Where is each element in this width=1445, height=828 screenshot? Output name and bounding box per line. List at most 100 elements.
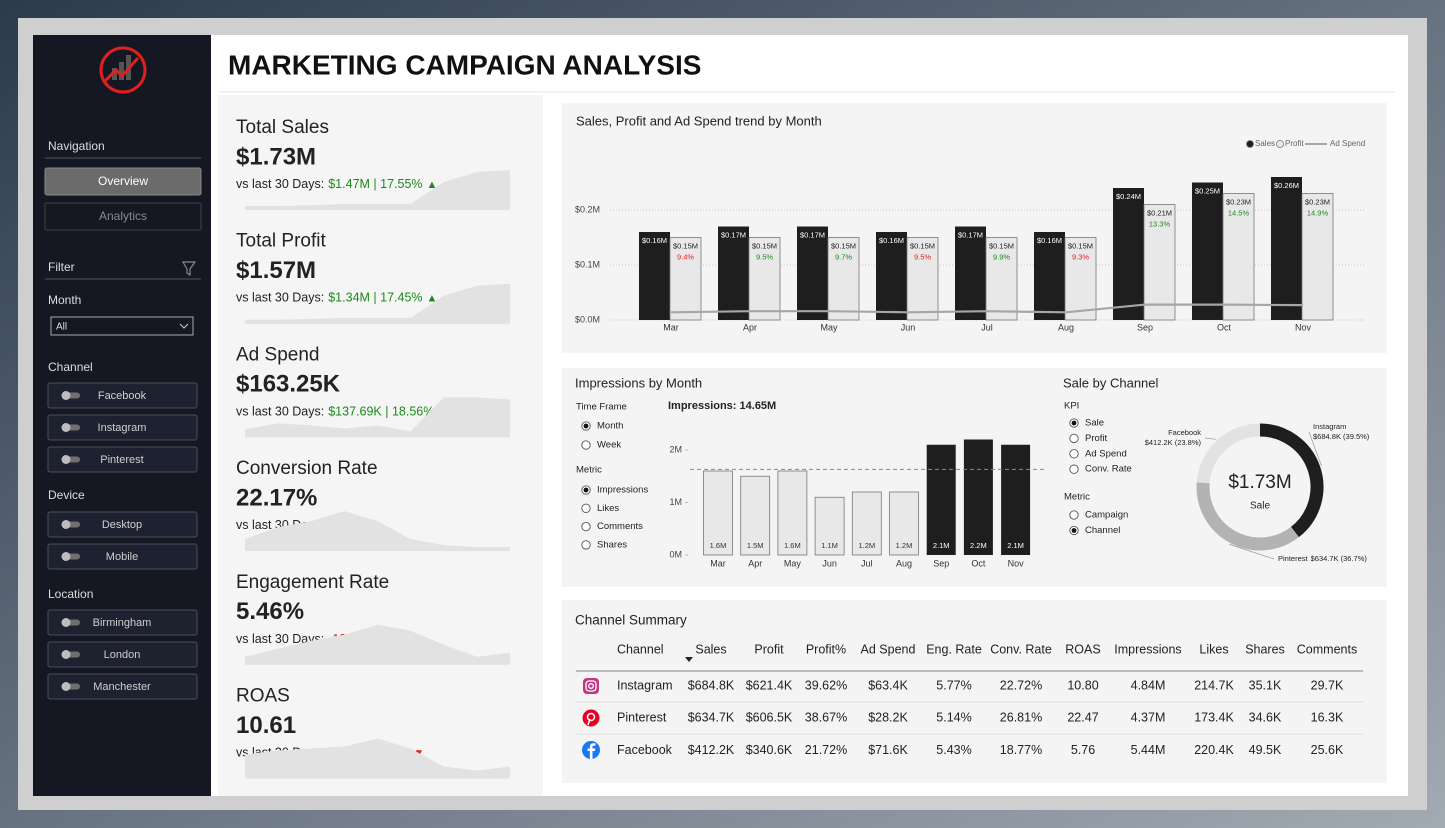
radio-button[interactable]	[581, 521, 591, 532]
nav-button-label[interactable]: Overview	[98, 174, 148, 188]
kpi-value: $163.25K	[236, 371, 341, 398]
radio-label[interactable]: Sale	[1085, 418, 1104, 429]
table-cell: 22.72%	[1000, 678, 1042, 692]
filter-toggle[interactable]	[47, 673, 198, 700]
kpi-panel	[218, 95, 543, 796]
data-label: $0.16M	[642, 236, 667, 245]
table-cell: 10.80	[1067, 678, 1098, 692]
table-cell: $634.7K	[688, 711, 735, 725]
radio-label[interactable]: Conv. Rate	[1085, 464, 1132, 475]
column-header[interactable]: Shares	[1245, 642, 1285, 656]
column-header[interactable]: Likes	[1199, 642, 1228, 656]
table-cell: 5.44M	[1131, 743, 1166, 757]
bar	[1064, 237, 1097, 321]
kpi-value: $1.73M	[236, 143, 316, 170]
toggle-knob	[61, 618, 71, 627]
data-label: $0.26M	[1274, 181, 1299, 190]
x-tick-label: Sep	[1137, 322, 1153, 332]
filter-toggle[interactable]	[47, 446, 198, 473]
nav-button-label[interactable]: Analytics	[99, 209, 147, 223]
filter-toggle[interactable]	[47, 641, 198, 668]
table-cell: $71.6K	[868, 743, 908, 757]
table-cell: 16.3K	[1311, 711, 1344, 725]
column-header[interactable]: Profit%	[806, 642, 846, 656]
kpi-comparison-label: vs last 30 Days:	[236, 632, 324, 646]
table-cell: $606.5K	[746, 711, 793, 725]
x-tick-label: Nov	[1295, 322, 1312, 332]
radio-label[interactable]: Profit	[1085, 433, 1108, 444]
x-tick-label: Oct	[1217, 322, 1232, 332]
column-header[interactable]: Impressions	[1114, 642, 1181, 656]
radio-label[interactable]: Ad Spend	[1085, 448, 1127, 459]
legend-swatch	[1276, 140, 1284, 148]
filter-item-label: Facebook	[98, 390, 147, 402]
filter-toggle[interactable]	[47, 609, 198, 636]
sort-indicator[interactable]	[685, 657, 693, 662]
radio-label[interactable]: Campaign	[1085, 510, 1128, 521]
kpi-value: 10.61	[236, 712, 296, 739]
column-header[interactable]: Comments	[1297, 642, 1357, 656]
filter-toggle[interactable]	[47, 414, 198, 441]
radio-button[interactable]	[1069, 433, 1079, 444]
column-header[interactable]: Ad Spend	[861, 642, 916, 656]
table-cell: 5.77%	[936, 678, 971, 692]
group-label: Location	[48, 587, 93, 601]
filter-toggle[interactable]	[47, 382, 198, 409]
radio-label[interactable]: Channel	[1085, 525, 1120, 536]
column-header[interactable]: Eng. Rate	[926, 642, 982, 656]
x-tick-label: Sep	[933, 558, 949, 568]
radio-group-label: Metric	[576, 465, 602, 476]
radio-button[interactable]	[1069, 449, 1079, 459]
filter-toggle[interactable]	[47, 511, 198, 538]
toggle-knob	[61, 520, 71, 529]
radio-label[interactable]: Month	[597, 421, 623, 432]
bar	[955, 226, 986, 320]
kpi-arrow: ▲	[427, 293, 438, 305]
radio-button[interactable]	[581, 540, 591, 550]
page-title: MARKETING CAMPAIGN ANALYSIS	[228, 49, 701, 80]
y-tick-label: $0.2M	[575, 204, 600, 214]
kpi-title: Total Sales	[236, 117, 329, 138]
radio-label[interactable]: Shares	[597, 539, 627, 550]
data-label: $0.15M	[673, 241, 698, 250]
kpi-sparkline	[245, 738, 510, 779]
table-cell: $412.2K	[688, 743, 735, 757]
slice-name: Facebook	[1168, 428, 1201, 437]
radio-label[interactable]: Impressions	[597, 485, 648, 496]
filter-icon[interactable]	[181, 261, 197, 277]
radio-label[interactable]: Likes	[597, 503, 619, 514]
y-tick-label: 2M	[669, 444, 682, 454]
radio-button[interactable]	[581, 503, 591, 513]
table-cell: Pinterest	[617, 711, 667, 725]
column-header[interactable]: Profit	[754, 642, 784, 656]
data-label: $0.16M	[1037, 236, 1062, 245]
donut-center-value: $1.73M	[1228, 472, 1291, 493]
radio-label[interactable]: Comments	[597, 521, 643, 532]
kpi-sparkline	[245, 283, 510, 324]
filter-item-label: London	[104, 649, 141, 661]
margin-label: 9.4%	[677, 252, 694, 261]
column-header[interactable]: Conv. Rate	[990, 642, 1052, 656]
filter-toggle[interactable]	[47, 543, 198, 570]
nav-button[interactable]	[44, 167, 202, 196]
column-header[interactable]: ROAS	[1065, 642, 1100, 656]
data-label: $0.17M	[958, 230, 983, 239]
legend-swatch	[1246, 140, 1254, 148]
radio-button[interactable]	[1069, 510, 1079, 520]
bar	[1222, 193, 1255, 321]
radio-button[interactable]	[581, 440, 591, 450]
radio-button[interactable]	[1069, 464, 1079, 474]
x-tick-label: Nov	[1008, 558, 1025, 568]
radio-label[interactable]: Week	[597, 440, 621, 451]
column-header[interactable]: Channel	[617, 642, 664, 656]
nav-button[interactable]	[44, 202, 202, 231]
data-label: $0.15M	[1068, 241, 1093, 250]
table-cell: 26.81%	[1000, 711, 1042, 725]
column-header[interactable]: Sales	[695, 642, 726, 656]
instagram-icon	[583, 678, 599, 694]
table-cell: 4.37M	[1131, 711, 1166, 725]
kpi-title: Engagement Rate	[236, 572, 389, 593]
kpi-comparison-label: vs last 30 Days:	[236, 177, 324, 191]
month-dropdown[interactable]	[50, 316, 194, 336]
